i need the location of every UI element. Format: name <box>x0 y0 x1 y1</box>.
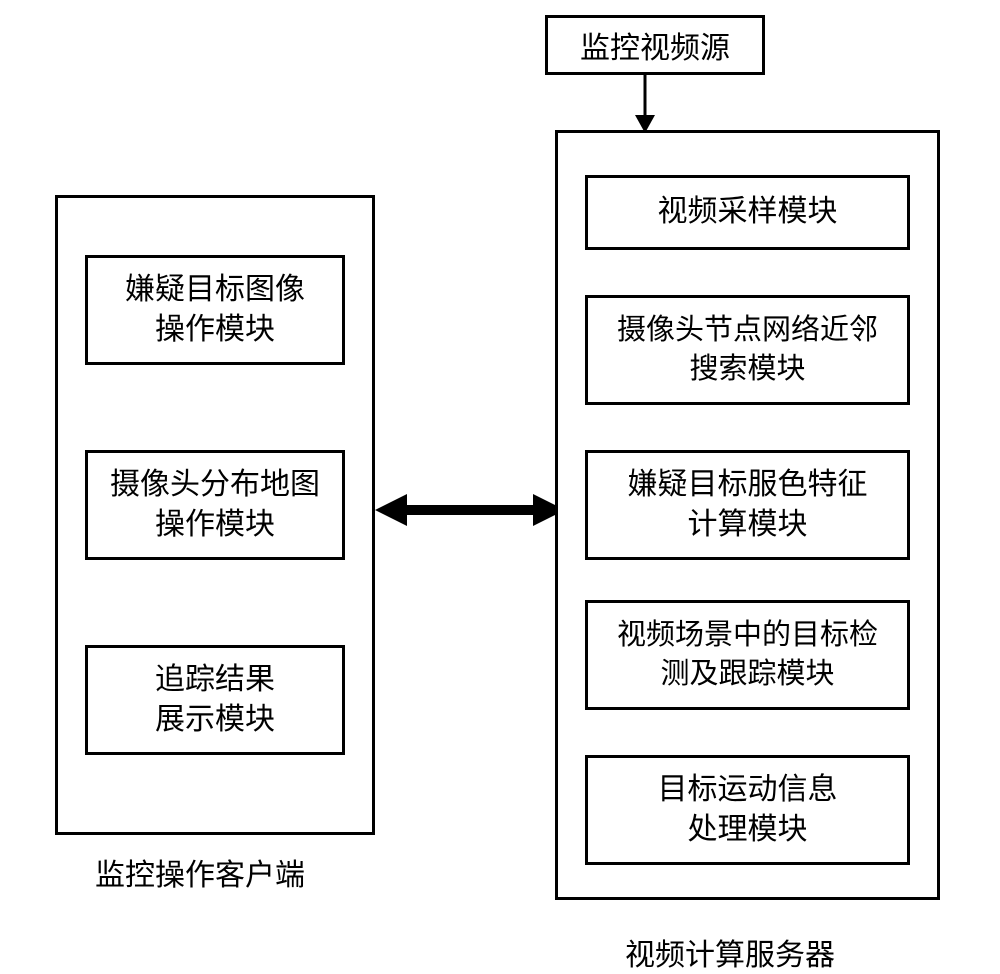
module-label-line2: 操作模块 <box>110 505 320 546</box>
video-sampling-module: 视频采样模块 <box>585 175 910 250</box>
bidirectional-arrow-icon <box>375 480 555 540</box>
suspect-color-feature-module: 嫌疑目标服色特征 计算模块 <box>585 450 910 560</box>
module-label-line2: 操作模块 <box>125 310 305 351</box>
module-label-line2: 搜索模块 <box>617 350 878 389</box>
camera-map-module: 摄像头分布地图 操作模块 <box>85 450 345 560</box>
module-label-line1: 视频采样模块 <box>658 192 838 233</box>
module-label-line1: 嫌疑目标图像 <box>125 270 305 311</box>
camera-node-search-module: 摄像头节点网络近邻 搜索模块 <box>585 295 910 405</box>
module-label-line1: 追踪结果 <box>155 660 275 701</box>
module-label-line2: 测及跟踪模块 <box>617 655 878 694</box>
module-label-line1: 视频场景中的目标检 <box>617 616 878 655</box>
suspect-image-module: 嫌疑目标图像 操作模块 <box>85 255 345 365</box>
video-source-label: 监控视频源 <box>580 23 730 67</box>
module-label-line1: 摄像头分布地图 <box>110 465 320 506</box>
module-label-line2: 展示模块 <box>155 700 275 741</box>
motion-info-module: 目标运动信息 处理模块 <box>585 755 910 865</box>
track-result-module: 追踪结果 展示模块 <box>85 645 345 755</box>
module-label-line1: 摄像头节点网络近邻 <box>617 311 878 350</box>
module-label-line2: 计算模块 <box>628 505 868 546</box>
module-label-line1: 目标运动信息 <box>658 770 838 811</box>
module-label-line2: 处理模块 <box>658 810 838 851</box>
server-title: 视频计算服务器 <box>625 930 835 974</box>
video-source-box: 监控视频源 <box>545 15 765 75</box>
module-label-line1: 嫌疑目标服色特征 <box>628 465 868 506</box>
scene-detect-track-module: 视频场景中的目标检 测及跟踪模块 <box>585 600 910 710</box>
client-title: 监控操作客户端 <box>95 850 305 894</box>
